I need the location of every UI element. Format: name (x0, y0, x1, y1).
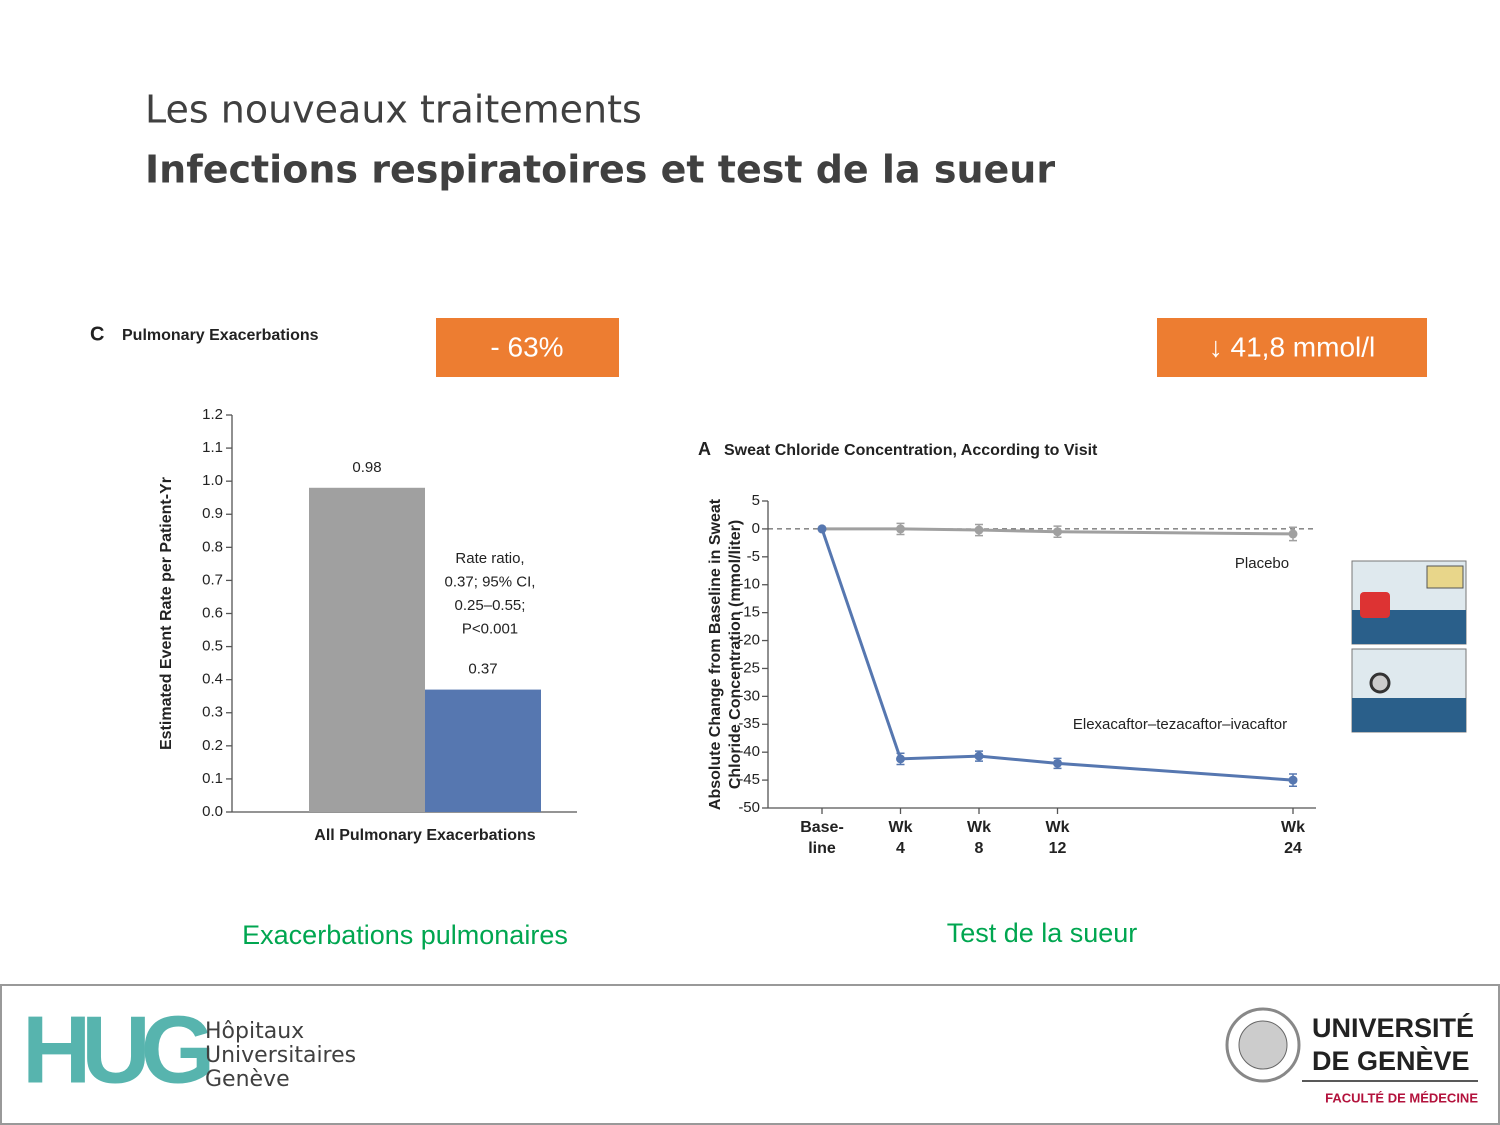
badge-box (436, 318, 619, 377)
x-tick-label: 12 (1049, 840, 1067, 857)
x-tick-label: 4 (896, 840, 905, 857)
y-tick-label: 0.5 (202, 638, 223, 655)
y-tick-label: -45 (738, 771, 760, 788)
y-tick-label: 0.6 (202, 604, 223, 621)
annotation: Rate ratio, (455, 550, 524, 567)
point (1053, 527, 1062, 537)
y-tick-label: 0.8 (202, 538, 223, 555)
y-tick-label: 0 (752, 520, 760, 537)
bar (425, 689, 541, 812)
point (1053, 758, 1062, 768)
footer-frame (0, 984, 1500, 1125)
panel-letter: A (698, 439, 711, 459)
y-tick-label: -15 (738, 604, 760, 621)
y-tick-label: 1.2 (202, 406, 223, 423)
series-label: Placebo (1235, 555, 1289, 572)
y-tick-label: -25 (738, 659, 760, 676)
series-line (820, 528, 1294, 782)
point (817, 524, 827, 534)
series-label: Elexacaftor–tezacaftor–ivacaftor (1073, 716, 1287, 733)
panel-letter: C (90, 323, 104, 345)
y-tick-label: 0.9 (202, 505, 223, 522)
chart-title: Pulmonary Exacerbations (122, 327, 319, 344)
y-tick-label: -50 (738, 799, 760, 816)
y-axis-label: Absolute Change from Baseline in Sweat (707, 498, 724, 810)
annotation: P<0.001 (462, 620, 518, 637)
unige-seal (1225, 1007, 1301, 1083)
bar (309, 487, 425, 812)
point (1288, 775, 1298, 785)
x-tick-label: 24 (1284, 840, 1302, 857)
badge: - 63% (490, 331, 563, 362)
x-tick-label: line (808, 840, 836, 857)
slide-title: Les nouveaux traitements (145, 88, 642, 132)
y-tick-label: 0.2 (202, 737, 223, 754)
hug-name: Universitaires (205, 1043, 356, 1068)
x-tick-label: Wk (1046, 819, 1070, 836)
point (974, 751, 984, 761)
y-tick-label: 0.7 (202, 571, 223, 588)
caption: Test de la sueur (947, 918, 1138, 948)
value-label: 0.98 (352, 459, 381, 476)
slide-subtitle: Infections respiratoires et test de la s… (145, 148, 1055, 192)
badge-box (1157, 318, 1427, 377)
value-label: 0.37 (468, 661, 497, 678)
unige-name: DE GENÈVE (1312, 1045, 1470, 1076)
caption: Exacerbations pulmonaires (242, 920, 568, 950)
y-axis-label: Estimated Event Rate per Patient-Yr (158, 477, 175, 750)
y-tick-label: -40 (738, 743, 760, 760)
chart-title: Sweat Chloride Concentration, According … (724, 442, 1098, 459)
x-tick-label: Wk (1281, 819, 1305, 836)
x-tick-label: All Pulmonary Exacerbations (314, 827, 536, 844)
annotation: 0.25–0.55; (455, 597, 526, 614)
y-tick-label: 1.1 (202, 439, 223, 456)
y-tick-label: 1.0 (202, 472, 223, 489)
unige-name: UNIVERSITÉ (1312, 1012, 1474, 1043)
y-tick-label: 5 (752, 492, 760, 509)
x-tick-label: 8 (975, 840, 984, 857)
y-tick-label: 0.0 (202, 803, 223, 820)
hug-logo: HUG (22, 996, 210, 1103)
y-axis-label: Chloride Concentration (mmol/liter) (727, 520, 744, 789)
y-tick-label: 0.1 (202, 770, 223, 787)
unige-seal (1238, 1020, 1288, 1070)
faculty: FACULTÉ DE MÉDECINE (1325, 1090, 1478, 1105)
hug-name: Hôpitaux (205, 1019, 304, 1044)
x-tick-label: Base- (800, 819, 844, 836)
point (974, 525, 984, 535)
annotation: 0.37; 95% CI, (445, 573, 536, 590)
badge: ↓ 41,8 mmol/l (1209, 331, 1376, 362)
y-tick-label: -10 (738, 576, 760, 593)
x-tick-label: Wk (967, 819, 991, 836)
y-tick-label: 0.4 (202, 671, 223, 688)
point (1288, 529, 1298, 539)
y-tick-label: -30 (738, 687, 760, 704)
x-tick-label: Wk (889, 819, 913, 836)
sweat-test-images (1351, 560, 1467, 733)
point (896, 754, 905, 764)
hug-name: Genève (205, 1067, 290, 1092)
y-tick-label: 0.3 (202, 704, 223, 721)
y-tick-label: -5 (747, 548, 760, 565)
y-tick-label: -20 (738, 632, 760, 649)
point (896, 524, 905, 534)
y-tick-label: -35 (738, 715, 760, 732)
